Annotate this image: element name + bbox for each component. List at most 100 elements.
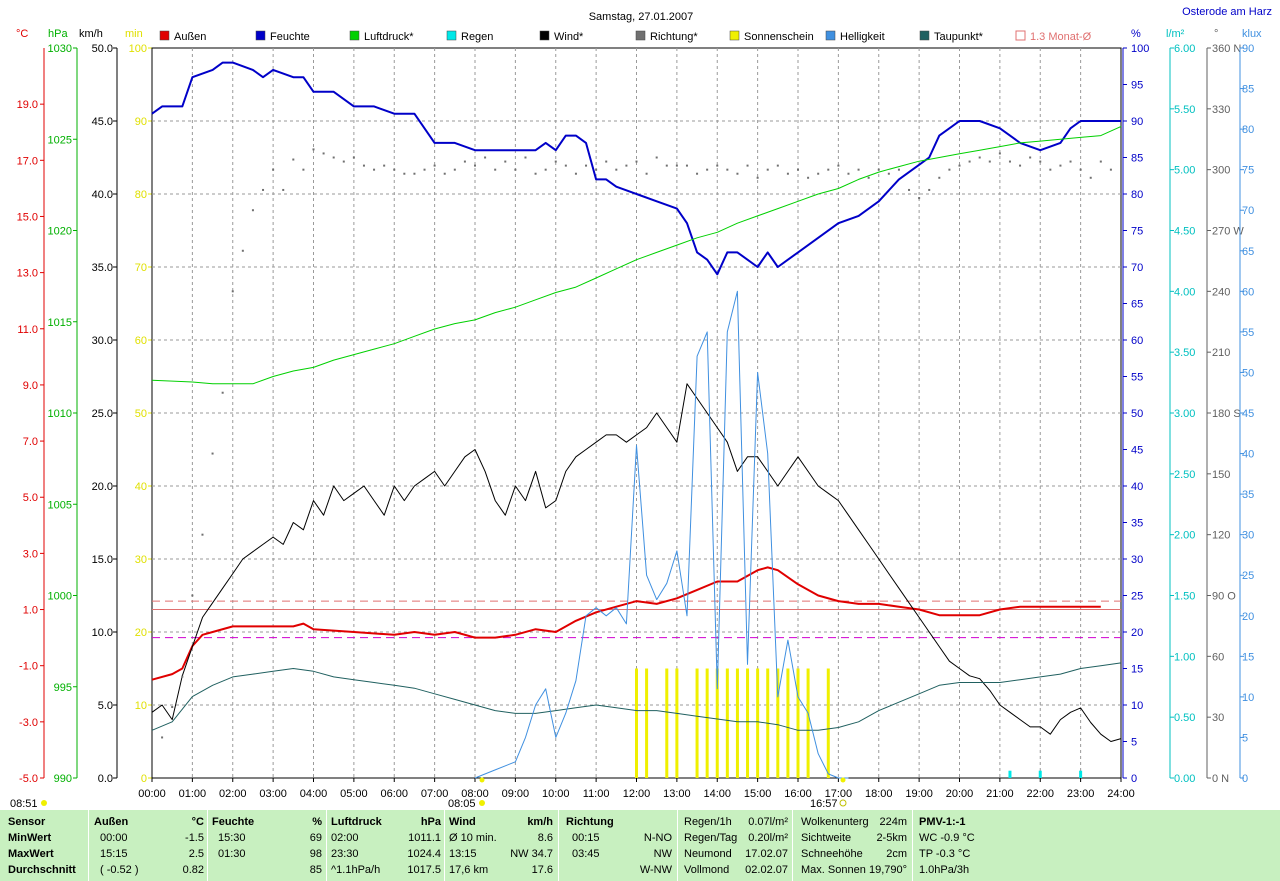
stats-value: NW (653, 848, 672, 860)
tick-label-bright: 50 (1242, 367, 1254, 379)
stats-cell: Sichtweite (801, 832, 852, 844)
direction-point (938, 176, 941, 179)
tick-label-wind: 35.0 (92, 262, 113, 274)
unit-sun: min (125, 28, 143, 40)
x-tick-label: 18:00 (865, 788, 893, 800)
x-tick-label: 14:00 (703, 788, 731, 800)
rain-bar (1079, 770, 1083, 778)
stats-pmv: WC -0.9 °C (919, 832, 975, 844)
chart-title: Samstag, 27.01.2007 (589, 11, 694, 23)
direction-point (706, 168, 709, 171)
stats-row: Schneehöhe 2cm (801, 846, 907, 862)
series-line-hum (151, 61, 1121, 276)
direction-point (191, 594, 194, 597)
tick-label-bright: 25 (1242, 570, 1254, 582)
direction-point (958, 164, 961, 167)
x-tick-label: 22:00 (1026, 788, 1054, 800)
stats-feuchte-column: Feuchte% 15:30 69 01:30 98 85 (212, 814, 322, 878)
sunshine-bar (806, 668, 810, 778)
tick-label-dir: 60 (1212, 651, 1224, 663)
direction-point (998, 152, 1001, 155)
x-tick-label: 04:00 (300, 788, 328, 800)
direction-point (897, 168, 900, 171)
tick-label-hum: 10 (1131, 700, 1143, 712)
direction-point (433, 164, 436, 167)
tick-label-temp: 3.0 (23, 548, 38, 560)
stats-row-label: Durchschnitt (8, 864, 76, 876)
tick-label-wind: 20.0 (92, 481, 113, 493)
tick-label-temp: 19.0 (17, 99, 38, 111)
stats-value: 0.20l/m² (748, 832, 788, 844)
direction-point (1099, 160, 1102, 163)
tick-label-bright: 5 (1242, 732, 1248, 744)
direction-point (766, 168, 769, 171)
stats-header-unit: hPa (420, 816, 441, 828)
tick-label-rain: 2.50 (1174, 469, 1195, 481)
time-markers: 08:51 08:05 16:57 (10, 777, 847, 810)
tick-label-hum: 95 (1131, 80, 1143, 92)
tick-label-wind: 10.0 (92, 627, 113, 639)
tick-label-hum: 55 (1131, 372, 1143, 384)
stats-wind-header: Wind km/h (449, 814, 553, 830)
tick-label-bright: 15 (1242, 651, 1254, 663)
sunshine-bar (635, 668, 638, 778)
tick-label-bright: 35 (1242, 489, 1254, 501)
tick-label-rain: 6.00 (1174, 43, 1195, 55)
stats-row: Regen/Tag 0.20l/m² (684, 830, 788, 846)
stats-richtung-header: Richtung (566, 814, 672, 830)
direction-point (746, 164, 749, 167)
tick-label-hum: 60 (1131, 335, 1143, 347)
tick-label-wind: 5.0 (98, 700, 113, 712)
stats-row: Ø 10 min. 8.6 (449, 830, 553, 846)
tick-label-sun: 60 (135, 335, 147, 347)
stats-cell: 15:30 (218, 832, 246, 844)
direction-point (494, 168, 497, 171)
direction-point (221, 391, 224, 394)
tick-label-hum: 70 (1131, 262, 1143, 274)
legend-label: Regen (461, 31, 493, 43)
stats-pmv: TP -0.3 °C (919, 848, 971, 860)
tick-label-press: 1030 (48, 43, 72, 55)
stats-value: 85 (309, 864, 322, 876)
tick-label-dir: 30 (1212, 712, 1224, 724)
tick-label-dir: 330 (1212, 104, 1230, 116)
direction-point (534, 172, 537, 175)
tick-label-sun: 0 (141, 773, 147, 785)
legend-label: Außen (174, 31, 206, 43)
direction-point (1109, 168, 1112, 171)
sunshine-bar (665, 668, 669, 778)
direction-point (383, 164, 386, 167)
stats-cell: Regen/1h (684, 816, 732, 828)
tick-label-bright: 60 (1242, 286, 1254, 298)
tick-label-bright: 10 (1242, 692, 1254, 704)
stats-value: 2.5 (188, 848, 204, 860)
x-tick-label: 24:00 (1107, 788, 1135, 800)
stats-value: 98 (309, 848, 322, 860)
direction-point (423, 168, 426, 171)
direction-point (1079, 168, 1082, 171)
stats-cell: 00:00 (100, 832, 128, 844)
legend-swatch (349, 30, 360, 41)
legend-swatch (159, 30, 170, 41)
direction-point (312, 148, 315, 151)
stats-luftdruck-column: Luftdruck hPa 02:00 1011.1 23:30 1024.4 ^1.1hP… (331, 814, 441, 878)
stats-value: 02.02.07 (745, 864, 788, 876)
stats-cell: 15:15 (100, 848, 128, 860)
legend-label: Feuchte (270, 31, 310, 43)
tick-label-press: 1015 (48, 317, 72, 329)
direction-point (928, 188, 931, 191)
stats-header-unit: km/h (527, 816, 553, 828)
tick-label-bright: 70 (1242, 205, 1254, 217)
sunshine-bar (675, 668, 679, 778)
stats-cell: ^1.1hPa/h (331, 864, 381, 876)
direction-point (726, 168, 729, 171)
direction-point (201, 533, 204, 536)
tick-label-bright: 65 (1242, 246, 1254, 258)
direction-point (685, 164, 688, 167)
x-tick-label: 00:00 (138, 788, 166, 800)
tick-label-sun: 40 (135, 481, 147, 493)
stats-header-label: Luftdruck (331, 816, 382, 828)
direction-point (161, 736, 164, 739)
x-tick-label: 07:00 (421, 788, 449, 800)
tick-label-sun: 50 (135, 408, 147, 420)
